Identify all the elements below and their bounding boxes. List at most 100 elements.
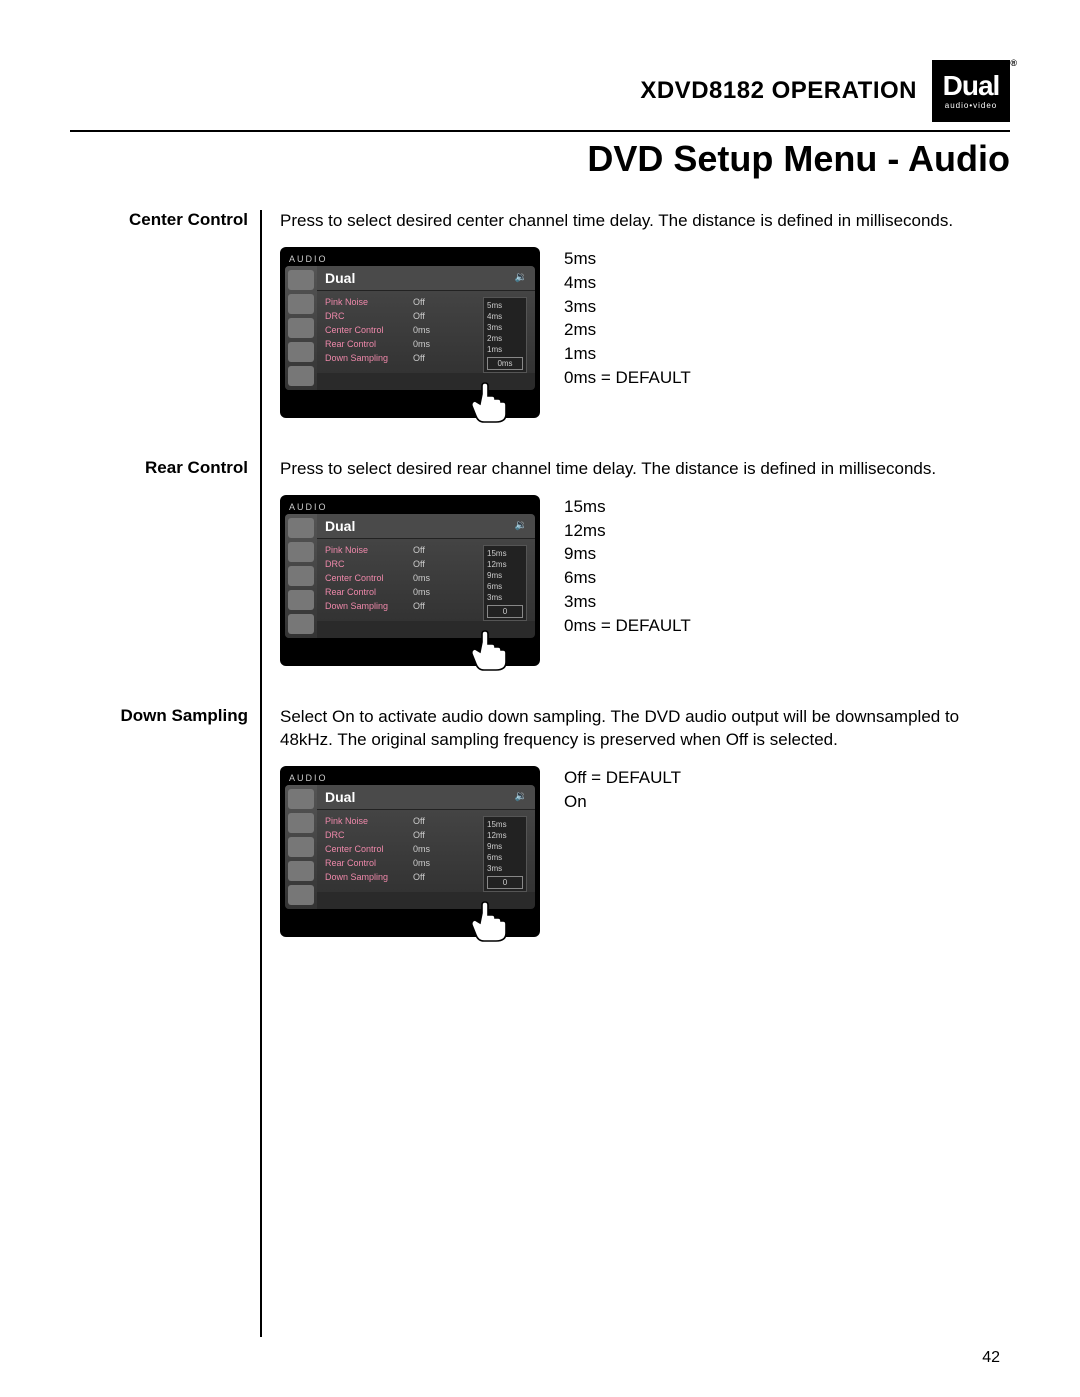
screen-sidebar <box>285 785 317 909</box>
menu-rows: Pink Noise Off DRC Off Center Control 0m… <box>317 539 535 621</box>
pointing-hand-icon <box>468 901 508 943</box>
menu-key: DRC <box>325 559 403 569</box>
sidebar-icon <box>288 789 314 809</box>
submenu-option: 2ms <box>487 333 523 344</box>
menu-key: Pink Noise <box>325 816 403 826</box>
option-item: 4ms <box>564 271 691 295</box>
sidebar-icon <box>288 837 314 857</box>
menu-key: Center Control <box>325 325 403 335</box>
menu-value: Off <box>413 545 443 555</box>
model-name: XDVD8182 <box>640 77 764 104</box>
menu-value: 0ms <box>413 858 443 868</box>
descriptions-column: Press to select desired center channel t… <box>280 210 1010 1337</box>
menu-key: Down Sampling <box>325 872 403 882</box>
screen-inner: Dual 🔉 Pink Noise Off DRC Off Center Con… <box>285 266 535 390</box>
section-label-block: Rear Control <box>70 458 260 666</box>
menu-key: Pink Noise <box>325 545 403 555</box>
section-label: Center Control <box>70 210 260 230</box>
option-item: On <box>564 790 681 814</box>
screen-sidebar <box>285 514 317 638</box>
menu-value: 0ms <box>413 587 443 597</box>
section-content: AUDIO Dual 🔉 Pink Noise Off DRC Off <box>280 247 1010 418</box>
option-item: 5ms <box>564 247 691 271</box>
menu-rows: Pink Noise Off DRC Off Center Control 0m… <box>317 291 535 373</box>
submenu-option: 3ms <box>487 863 523 874</box>
screen-main: Dual 🔉 Pink Noise Off DRC Off Center Con… <box>317 785 535 909</box>
speaker-icon: 🔉 <box>515 791 527 802</box>
option-item: Off = DEFAULT <box>564 766 681 790</box>
section-label-block: Down Sampling <box>70 706 260 937</box>
menu-value: Off <box>413 353 443 363</box>
screen-logo-bar: Dual 🔉 <box>317 514 535 539</box>
option-item: 3ms <box>564 590 691 614</box>
section-label-block: Center Control <box>70 210 260 418</box>
menu-value: Off <box>413 872 443 882</box>
screen-inner: Dual 🔉 Pink Noise Off DRC Off Center Con… <box>285 785 535 909</box>
logo-sub: audio•video <box>945 102 998 110</box>
submenu-option: 5ms <box>487 300 523 311</box>
option-item: 0ms = DEFAULT <box>564 366 691 390</box>
sidebar-icon <box>288 861 314 881</box>
menu-key: Rear Control <box>325 339 403 349</box>
section-label: Down Sampling <box>70 706 260 726</box>
sidebar-icon <box>288 342 314 362</box>
submenu-option: 3ms <box>487 322 523 333</box>
device-screenshot: AUDIO Dual 🔉 Pink Noise Off DRC Off <box>280 247 540 418</box>
option-item: 2ms <box>564 318 691 342</box>
submenu-option: 12ms <box>487 830 523 841</box>
option-item: 6ms <box>564 566 691 590</box>
sidebar-icon <box>288 270 314 290</box>
menu-key: Rear Control <box>325 587 403 597</box>
submenu-popup: 15ms12ms9ms6ms3ms0 <box>483 816 527 892</box>
sidebar-icon <box>288 614 314 634</box>
submenu-option: 15ms <box>487 819 523 830</box>
menu-key: Center Control <box>325 844 403 854</box>
menu-value: Off <box>413 311 443 321</box>
submenu-option: 15ms <box>487 548 523 559</box>
pointing-hand-icon <box>468 630 508 672</box>
section-description: Select On to activate audio down samplin… <box>280 706 1010 752</box>
menu-value: Off <box>413 297 443 307</box>
sidebar-icon <box>288 542 314 562</box>
menu-value: Off <box>413 559 443 569</box>
submenu-option: 1ms <box>487 344 523 355</box>
speaker-icon: 🔉 <box>515 272 527 283</box>
submenu-option: 9ms <box>487 570 523 581</box>
submenu-option: 3ms <box>487 592 523 603</box>
section-description: Press to select desired rear channel tim… <box>280 458 1010 481</box>
screen-main: Dual 🔉 Pink Noise Off DRC Off Center Con… <box>317 266 535 390</box>
submenu-selected: 0 <box>487 605 523 618</box>
screen-logo-text: Dual <box>325 270 355 286</box>
submenu-selected: 0 <box>487 876 523 889</box>
option-list: 15ms12ms9ms6ms3ms0ms = DEFAULT <box>564 495 691 638</box>
device-screenshot: AUDIO Dual 🔉 Pink Noise Off DRC Off <box>280 766 540 937</box>
screen-sidebar <box>285 266 317 390</box>
operation-label: OPERATION <box>772 77 917 104</box>
submenu-option: 12ms <box>487 559 523 570</box>
screen-logo-bar: Dual 🔉 <box>317 785 535 810</box>
device-screenshot: AUDIO Dual 🔉 Pink Noise Off DRC Off <box>280 495 540 666</box>
submenu-option: 6ms <box>487 581 523 592</box>
menu-value: Off <box>413 830 443 840</box>
option-item: 3ms <box>564 295 691 319</box>
menu-key: DRC <box>325 311 403 321</box>
menu-value: 0ms <box>413 339 443 349</box>
sidebar-icon <box>288 813 314 833</box>
section-description: Press to select desired center channel t… <box>280 210 1010 233</box>
submenu-popup: 5ms4ms3ms2ms1ms0ms <box>483 297 527 373</box>
menu-value: 0ms <box>413 573 443 583</box>
header-title: XDVD8182 OPERATION <box>640 77 917 105</box>
section-content: AUDIO Dual 🔉 Pink Noise Off DRC Off <box>280 766 1010 937</box>
screen-top-label: AUDIO <box>285 771 535 785</box>
sidebar-icon <box>288 318 314 338</box>
option-item: 9ms <box>564 542 691 566</box>
header-rule <box>70 130 1010 132</box>
menu-rows: Pink Noise Off DRC Off Center Control 0m… <box>317 810 535 892</box>
menu-key: Center Control <box>325 573 403 583</box>
screen-logo-text: Dual <box>325 789 355 805</box>
section-content: AUDIO Dual 🔉 Pink Noise Off DRC Off <box>280 495 1010 666</box>
option-list: Off = DEFAULTOn <box>564 766 681 814</box>
pointing-hand-icon <box>468 382 508 424</box>
sidebar-icon <box>288 294 314 314</box>
logo-main: Dual <box>943 72 1000 100</box>
